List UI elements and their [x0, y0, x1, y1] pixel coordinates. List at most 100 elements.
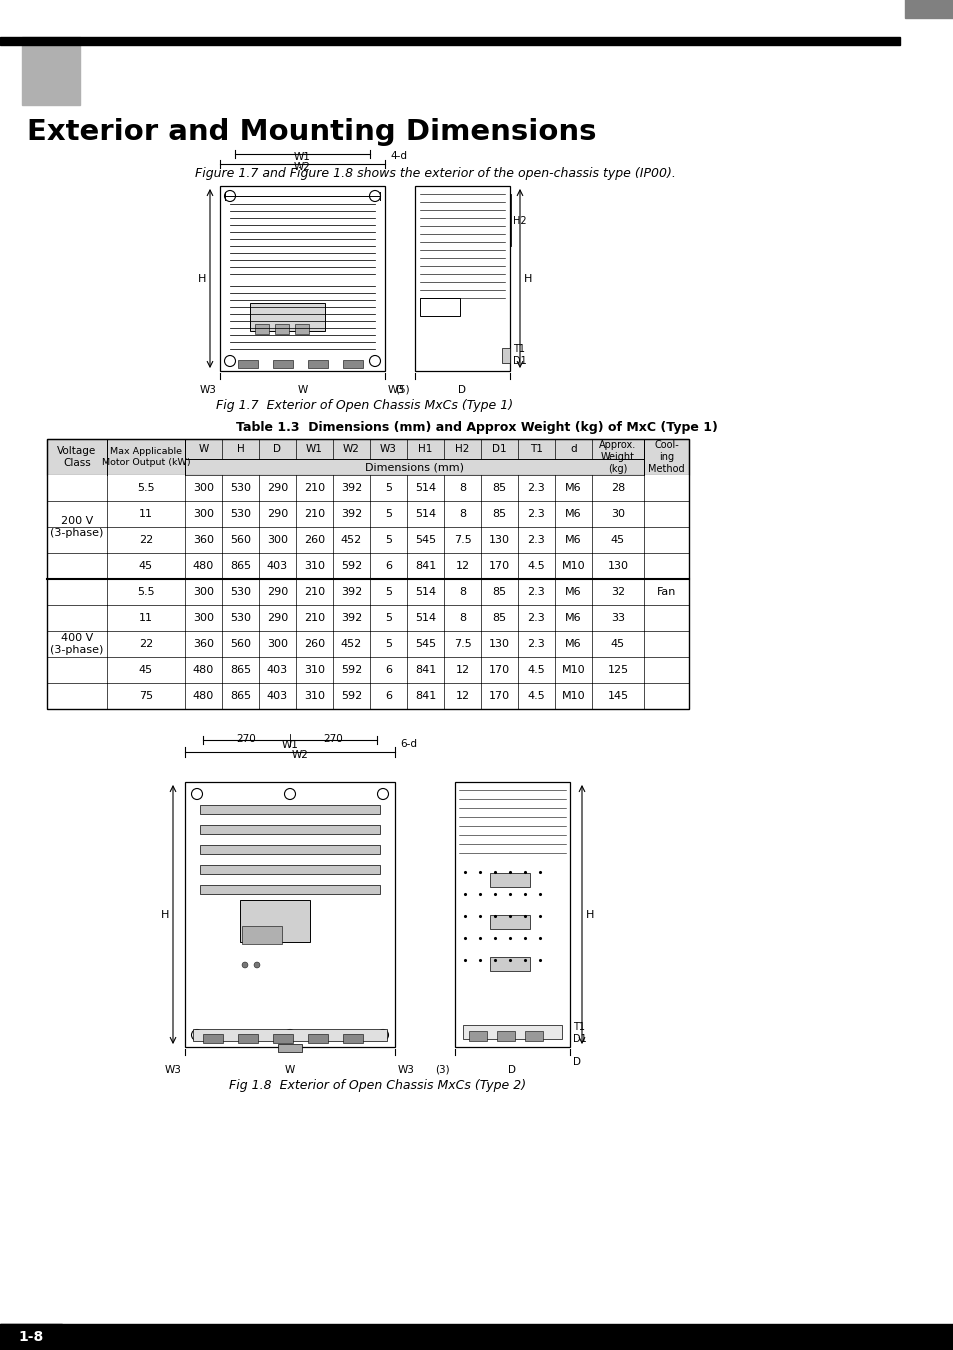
Text: 210: 210	[304, 587, 325, 597]
Bar	[254, 324, 269, 333]
Text: 2.3: 2.3	[527, 587, 545, 597]
Text: M6: M6	[564, 587, 581, 597]
Text: D1: D1	[513, 356, 526, 366]
Circle shape	[253, 963, 260, 968]
Text: M6: M6	[564, 535, 581, 545]
Bar	[47, 475, 688, 501]
Text: 2.3: 2.3	[527, 639, 545, 649]
Bar	[273, 1034, 293, 1044]
Text: Figure 1.7 and Figure 1.8 shows the exterior of the open-chassis type (IP00).: Figure 1.7 and Figure 1.8 shows the exte…	[194, 167, 675, 180]
Text: 300: 300	[193, 613, 213, 622]
Text: 85: 85	[492, 613, 506, 622]
Text: Fig 1.7  Exterior of Open Chassis MxCs (Type 1): Fig 1.7 Exterior of Open Chassis MxCs (T…	[216, 400, 513, 412]
Text: 400 V
(3-phase): 400 V (3-phase)	[51, 633, 104, 655]
Bar	[273, 360, 293, 369]
Text: 4.5: 4.5	[527, 562, 545, 571]
Text: 5: 5	[385, 509, 392, 518]
Text: H: H	[160, 910, 169, 919]
Text: 130: 130	[489, 639, 510, 649]
Text: 452: 452	[340, 535, 362, 545]
Text: Dimensions (mm): Dimensions (mm)	[365, 462, 463, 472]
Text: 260: 260	[304, 639, 325, 649]
Text: 841: 841	[415, 562, 436, 571]
Bar	[274, 324, 289, 333]
Text: 403: 403	[267, 666, 288, 675]
Text: 2.3: 2.3	[527, 535, 545, 545]
Bar	[343, 360, 363, 369]
Bar	[308, 360, 328, 369]
Text: 530: 530	[230, 613, 251, 622]
Text: T1: T1	[530, 444, 542, 454]
Text: 12: 12	[455, 562, 469, 571]
Text: 480: 480	[193, 691, 213, 701]
Text: 5.5: 5.5	[137, 587, 154, 597]
Text: W3: W3	[379, 444, 396, 454]
Text: D1: D1	[573, 1034, 586, 1044]
Text: 841: 841	[415, 666, 436, 675]
Text: M10: M10	[561, 562, 585, 571]
Text: 592: 592	[340, 666, 362, 675]
Text: 22: 22	[139, 535, 153, 545]
Text: 480: 480	[193, 666, 213, 675]
Text: (5): (5)	[395, 385, 410, 396]
Text: 4.5: 4.5	[527, 666, 545, 675]
Bar	[0, 36, 899, 45]
Text: 310: 310	[304, 691, 325, 701]
Text: 530: 530	[230, 587, 251, 597]
Text: W2: W2	[294, 162, 311, 171]
Bar	[200, 845, 379, 855]
Text: H: H	[585, 910, 594, 919]
Bar	[455, 782, 569, 1048]
Text: Fig 1.8  Exterior of Open Chassis MxCs (Type 2): Fig 1.8 Exterior of Open Chassis MxCs (T…	[229, 1079, 525, 1092]
Circle shape	[242, 963, 248, 968]
Bar	[200, 805, 379, 814]
Bar	[203, 1034, 223, 1044]
Text: 75: 75	[139, 691, 152, 701]
Bar	[490, 873, 530, 887]
Text: 592: 592	[340, 562, 362, 571]
Text: 530: 530	[230, 483, 251, 493]
Text: 300: 300	[193, 587, 213, 597]
Text: 290: 290	[267, 483, 288, 493]
Text: 452: 452	[340, 639, 362, 649]
Text: D1: D1	[492, 444, 506, 454]
Text: H: H	[236, 444, 244, 454]
Text: 865: 865	[230, 666, 251, 675]
Text: 6: 6	[385, 562, 392, 571]
Text: 130: 130	[607, 562, 628, 571]
Bar	[0, 1324, 62, 1350]
Text: 290: 290	[267, 509, 288, 518]
Bar	[47, 554, 688, 579]
Text: 8: 8	[458, 587, 466, 597]
Text: 170: 170	[489, 562, 510, 571]
Text: 85: 85	[492, 483, 506, 493]
Text: 392: 392	[340, 509, 362, 518]
Text: 392: 392	[340, 483, 362, 493]
Text: 5: 5	[385, 535, 392, 545]
Bar	[904, 0, 953, 18]
Text: 30: 30	[610, 509, 624, 518]
Text: 480: 480	[193, 562, 213, 571]
Text: 130: 130	[489, 535, 510, 545]
Text: W: W	[297, 385, 307, 396]
Text: 545: 545	[415, 639, 436, 649]
Bar	[47, 683, 688, 709]
Text: H2: H2	[455, 444, 469, 454]
Text: M6: M6	[564, 483, 581, 493]
Bar	[294, 324, 309, 333]
Bar	[185, 782, 395, 1048]
Text: d: d	[570, 444, 577, 454]
Text: W: W	[285, 1065, 294, 1075]
Text: 514: 514	[415, 509, 436, 518]
Text: 4-d: 4-d	[390, 151, 407, 161]
Text: 300: 300	[267, 639, 288, 649]
Text: 7.5: 7.5	[453, 535, 471, 545]
Text: 592: 592	[340, 691, 362, 701]
Text: M6: M6	[564, 509, 581, 518]
Text: M6: M6	[564, 639, 581, 649]
Bar	[47, 501, 688, 526]
Text: 5: 5	[385, 483, 392, 493]
Bar	[237, 360, 257, 369]
Bar	[47, 657, 688, 683]
Text: 2.3: 2.3	[527, 509, 545, 518]
